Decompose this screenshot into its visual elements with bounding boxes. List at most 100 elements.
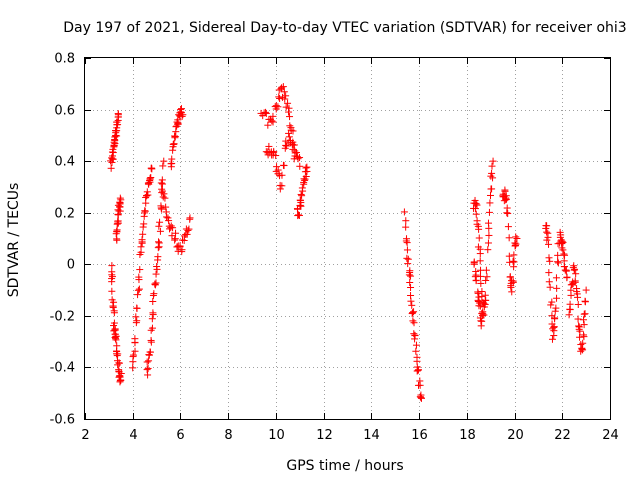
data-point	[133, 304, 141, 312]
data-point	[302, 164, 310, 172]
data-point	[114, 111, 122, 119]
data-point	[412, 341, 420, 349]
data-point	[502, 196, 510, 204]
data-point	[296, 162, 304, 170]
data-point	[545, 254, 553, 262]
data-point	[544, 229, 552, 237]
plot-frame	[84, 57, 611, 420]
y-axis-label: SDTVAR / TECUs	[6, 183, 22, 298]
data-point	[280, 162, 288, 170]
data-point	[159, 193, 167, 201]
data-point	[168, 159, 176, 167]
data-point	[131, 335, 139, 343]
data-point	[294, 205, 302, 213]
data-point	[510, 258, 518, 266]
data-point	[158, 205, 166, 213]
data-point	[177, 106, 185, 114]
data-point	[576, 333, 584, 341]
data-point	[560, 250, 568, 258]
data-point	[115, 359, 123, 367]
data-point	[403, 246, 411, 254]
data-point	[303, 167, 311, 175]
data-point	[279, 83, 287, 91]
data-point	[512, 233, 520, 241]
data-point	[471, 196, 479, 204]
x-tick-label: 2	[81, 428, 89, 443]
data-point	[402, 223, 410, 231]
data-point	[115, 366, 123, 374]
data-point	[110, 309, 118, 317]
data-point	[480, 299, 488, 307]
data-point	[290, 155, 298, 163]
axis-ticks: 2 4 6 8 10 12 14 16 18 20 22 24-0.6-0.4-0.200.20.40…	[50, 52, 619, 444]
data-point	[278, 182, 286, 190]
data-point	[478, 293, 486, 301]
data-point	[158, 176, 166, 184]
data-point	[575, 322, 583, 330]
x-tick-label: 14	[363, 428, 380, 443]
data-point	[579, 346, 587, 354]
data-point	[474, 289, 482, 297]
data-point	[153, 265, 161, 273]
data-point	[268, 117, 276, 125]
data-point	[155, 239, 163, 247]
data-point	[297, 199, 305, 207]
data-point	[178, 112, 186, 120]
data-point	[156, 227, 164, 235]
data-point	[117, 370, 125, 378]
data-point	[486, 191, 494, 199]
data-point	[488, 185, 496, 193]
data-point	[151, 280, 159, 288]
data-point	[472, 200, 480, 208]
data-point	[144, 364, 152, 372]
data-point	[168, 232, 176, 240]
data-point	[559, 238, 567, 246]
data-point	[407, 297, 415, 305]
data-point	[410, 319, 418, 327]
data-point	[109, 302, 117, 310]
data-point	[478, 309, 486, 317]
data-point	[546, 283, 554, 291]
data-point	[548, 298, 556, 306]
data-point	[413, 367, 421, 375]
data-point	[581, 310, 589, 318]
x-tick-label: 4	[129, 428, 137, 443]
data-point	[149, 298, 157, 306]
data-point	[577, 341, 585, 349]
data-point	[184, 226, 192, 234]
data-point	[147, 173, 155, 181]
data-point	[473, 201, 481, 209]
data-point	[133, 317, 141, 325]
data-point	[543, 222, 551, 230]
data-point	[284, 99, 292, 107]
data-point	[471, 273, 479, 281]
data-point	[510, 251, 518, 259]
data-point	[408, 301, 416, 309]
data-point	[167, 222, 175, 230]
data-point	[114, 121, 122, 129]
data-point	[485, 208, 493, 216]
data-point	[157, 202, 165, 210]
data-point	[402, 237, 410, 245]
data-point	[417, 394, 425, 402]
data-point	[571, 265, 579, 273]
data-point	[178, 246, 186, 254]
data-point	[407, 272, 415, 280]
data-point	[289, 145, 297, 153]
data-point	[148, 324, 156, 332]
data-point	[296, 154, 304, 162]
data-point	[553, 294, 561, 302]
x-tick-label: 20	[507, 428, 524, 443]
data-point	[563, 273, 571, 281]
data-point	[302, 173, 310, 181]
data-point	[109, 155, 117, 163]
data-point	[416, 381, 424, 389]
data-point	[162, 208, 170, 216]
data-point	[272, 102, 280, 110]
data-point	[117, 196, 125, 204]
data-point	[160, 157, 168, 165]
data-point	[147, 164, 155, 172]
data-point	[140, 220, 148, 228]
data-point	[291, 152, 299, 160]
data-point	[281, 95, 289, 103]
